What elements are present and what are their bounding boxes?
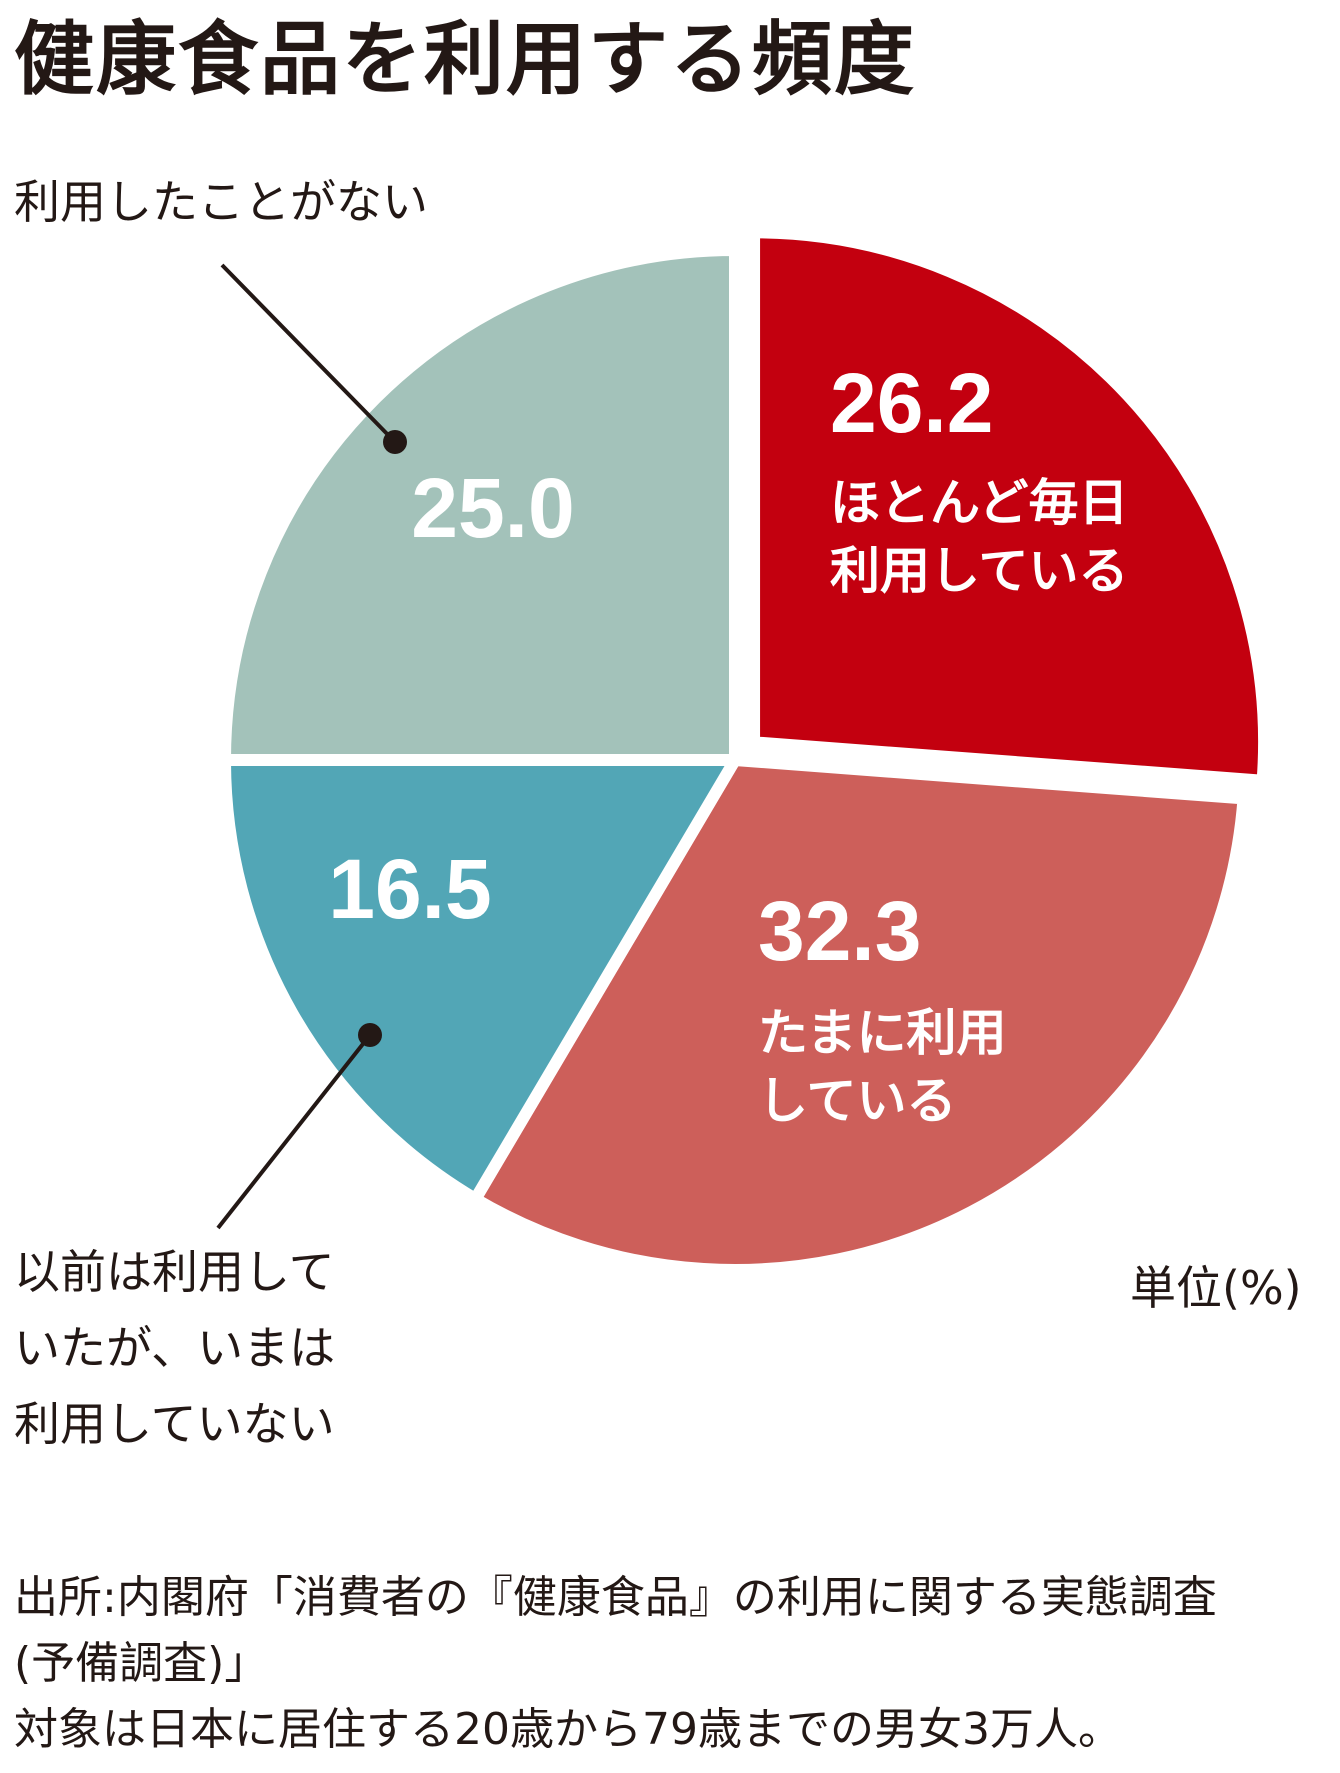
- pie-slices: [218, 226, 1271, 1276]
- category-label: 利用していない: [14, 1397, 335, 1451]
- source-line: (予備調査)」: [14, 1638, 269, 1689]
- source-note: 出所:内閣府「消費者の『健康食品』の利用に関する実態調査 (予備調査)」 対象は…: [14, 1565, 1334, 1763]
- source-line: 対象は日本に居住する20歳から79歳までの男女3万人。: [14, 1704, 1122, 1755]
- slice-1: [748, 226, 1271, 788]
- category-label: いたが、いまは: [14, 1321, 335, 1375]
- category-label: ほとんど毎日: [830, 474, 1129, 532]
- slice-4: [218, 243, 741, 766]
- unit-label: 単位(%): [1130, 1261, 1302, 1315]
- leader-line: [220, 263, 397, 444]
- value-label: 26.2: [830, 356, 994, 450]
- slice-3: [218, 754, 746, 1208]
- slice-2: [467, 753, 1250, 1276]
- leader-dot: [358, 1023, 382, 1047]
- leader-line: [216, 1033, 372, 1230]
- leader-lines: [216, 263, 407, 1230]
- value-label: 32.3: [758, 884, 922, 978]
- category-label: 利用している: [830, 542, 1129, 600]
- category-label: している: [758, 1072, 957, 1130]
- leader-dot: [383, 430, 407, 454]
- category-label: 以前は利用して: [14, 1245, 335, 1299]
- category-label: 利用したことがない: [14, 175, 428, 229]
- category-label: たまに利用: [758, 1004, 1007, 1062]
- chart-title: 健康食品を利用する頻度: [14, 13, 916, 106]
- value-label: 25.0: [411, 461, 575, 555]
- source-line: 出所:内閣府「消費者の『健康食品』の利用に関する実態調査: [14, 1572, 1217, 1623]
- value-label: 16.5: [328, 842, 492, 936]
